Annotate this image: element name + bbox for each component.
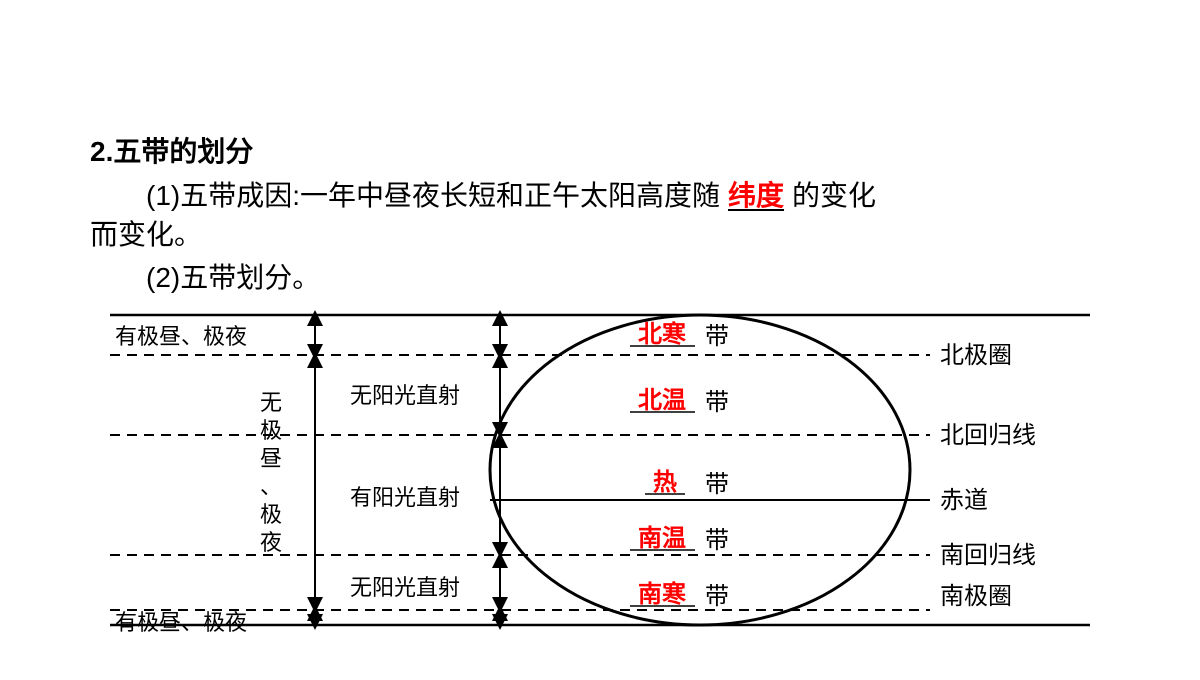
label-cancer: 北回归线 — [940, 422, 1036, 449]
zone-suffix-5: 带 — [705, 583, 729, 610]
label-equator: 赤道 — [940, 487, 988, 514]
zone-south-temperate: 南温 — [638, 525, 686, 552]
label-nodirect-top: 无阳光直射 — [350, 383, 460, 408]
cause-prefix: (1)五带成因:一年中昼夜长短和正午太阳高度随 — [146, 180, 720, 211]
label-arctic: 北极圈 — [940, 342, 1012, 369]
text-content: 2.五带的划分 (1)五带成因:一年中昼夜长短和正午太阳高度随纬度的变化 而变化… — [90, 130, 1110, 298]
five-zones-diagram: 北寒 带 北温 带 热 带 南温 带 南寒 带 北极圈 北回归线 赤道 南回归线… — [90, 300, 1110, 640]
label-nopolar-3: 昼 — [260, 446, 282, 471]
section-title: .五带的划分 — [106, 136, 254, 167]
label-antarctic: 南极圈 — [940, 583, 1012, 610]
label-nopolar-2: 极 — [260, 418, 282, 443]
zone-suffix-1: 带 — [705, 323, 729, 350]
diagram-svg: 北寒 带 北温 带 热 带 南温 带 南寒 带 北极圈 北回归线 赤道 南回归线… — [90, 300, 1110, 640]
label-polar-bottom: 有极昼、极夜 — [115, 610, 247, 635]
section-heading: 2.五带的划分 — [90, 130, 1110, 170]
label-nopolar-4: 、 — [260, 474, 282, 499]
zone-suffix-2: 带 — [705, 389, 729, 416]
division-line: (2)五带划分。 — [90, 258, 1110, 297]
cause-blank-answer: 纬度 — [720, 180, 792, 211]
zone-south-frigid: 南寒 — [638, 580, 686, 608]
label-direct: 有阳光直射 — [350, 485, 460, 510]
globe-ellipse — [490, 315, 910, 625]
label-nopolar-5: 极 — [260, 502, 282, 527]
cause-line2: 而变化。 — [90, 215, 1110, 254]
zone-suffix-4: 带 — [705, 527, 729, 554]
label-nopolar-1: 无 — [260, 390, 282, 415]
zone-suffix-3: 带 — [705, 471, 729, 498]
label-nopolar-6: 夜 — [260, 530, 282, 555]
zone-north-frigid: 北寒 — [638, 320, 686, 348]
zone-north-temperate: 北温 — [638, 387, 686, 414]
zone-torrid: 热 — [653, 469, 677, 496]
label-polar-top: 有极昼、极夜 — [115, 324, 247, 349]
section-number: 2 — [90, 136, 106, 167]
cause-line: (1)五带成因:一年中昼夜长短和正午太阳高度随纬度的变化 — [90, 176, 1110, 215]
cause-suffix: 的变化 — [792, 180, 876, 211]
label-capricorn: 南回归线 — [940, 542, 1036, 569]
label-nodirect-bottom: 无阳光直射 — [350, 575, 460, 600]
